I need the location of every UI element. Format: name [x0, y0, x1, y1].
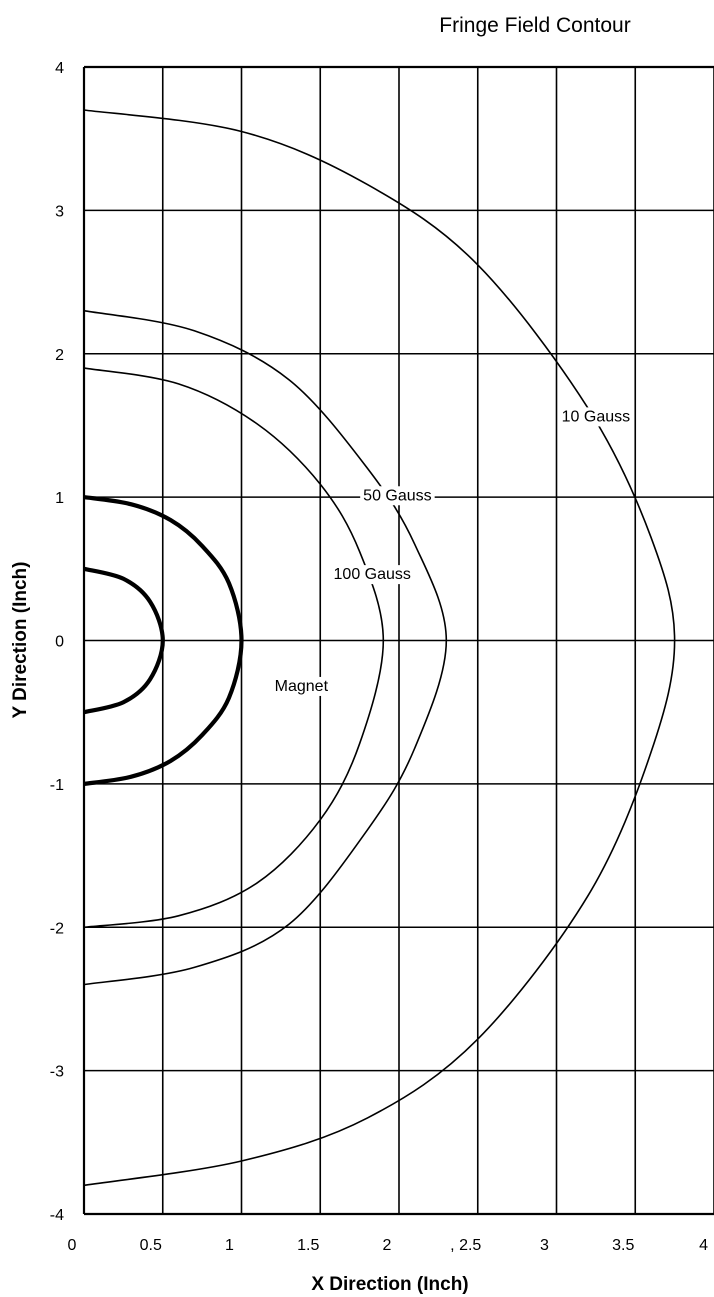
- contour-label-background: [271, 676, 332, 696]
- contour-label-text: 10 Gauss: [562, 408, 630, 425]
- y-tick-label: 2: [55, 347, 64, 364]
- x-tick-label: 2: [383, 1237, 392, 1254]
- y-tick-label: -2: [50, 920, 64, 937]
- y-tick-label: 4: [55, 60, 64, 77]
- y-tick-label: 1: [55, 490, 64, 507]
- 50-gauss-contour: [83, 309, 448, 986]
- contour-label-background: [558, 407, 634, 427]
- magnet-contour: [83, 566, 165, 715]
- x-tick-label: 3.5: [612, 1237, 634, 1254]
- y-tick-label: -3: [50, 1064, 64, 1081]
- x-tick-label: 1: [225, 1237, 234, 1254]
- contour-curves: [83, 109, 676, 1187]
- x-axis-label: X Direction (Inch): [311, 1274, 468, 1295]
- grid-layer: [82, 65, 714, 1216]
- contour-labels: 10 Gauss 50 Gauss 100 Gauss Magnet: [271, 407, 634, 696]
- x-tick-label: 1.5: [297, 1237, 319, 1254]
- magnet-contour: [83, 495, 244, 786]
- x-tick-label: 0.5: [140, 1237, 162, 1254]
- contour-label: Magnet: [271, 676, 332, 696]
- x-tick-label: 3: [540, 1237, 549, 1254]
- contour-label-text: 100 Gauss: [334, 566, 411, 583]
- contour-label-text: 50 Gauss: [363, 487, 431, 504]
- y-axis-label: Y Direction (Inch): [10, 562, 31, 719]
- 10-gauss-contour: [83, 109, 676, 1187]
- y-tick-label: 0: [55, 634, 64, 651]
- contour-label-background: [360, 486, 435, 506]
- contour-label: 50 Gauss: [360, 486, 435, 506]
- contour-label: 100 Gauss: [330, 565, 414, 585]
- contour-label-text: Magnet: [275, 678, 329, 695]
- y-tick-label: -4: [50, 1207, 64, 1224]
- tick-labels: 0 0.5 1 1.5 2 , 2.5 3 3.5 4 4 3 2 1 0 -1 -2 -3 -4: [50, 60, 708, 1254]
- y-tick-label: 3: [55, 203, 64, 220]
- 100-gauss-contour: [83, 367, 385, 929]
- x-tick-label: 0: [68, 1237, 77, 1254]
- chart-title: Fringe Field Contour: [439, 14, 630, 37]
- contour-label: 10 Gauss: [558, 407, 634, 427]
- contour-label-background: [330, 565, 414, 585]
- x-tick-label: 4: [699, 1237, 708, 1254]
- x-tick-label: , 2.5: [450, 1237, 481, 1254]
- y-tick-label: -1: [50, 777, 64, 794]
